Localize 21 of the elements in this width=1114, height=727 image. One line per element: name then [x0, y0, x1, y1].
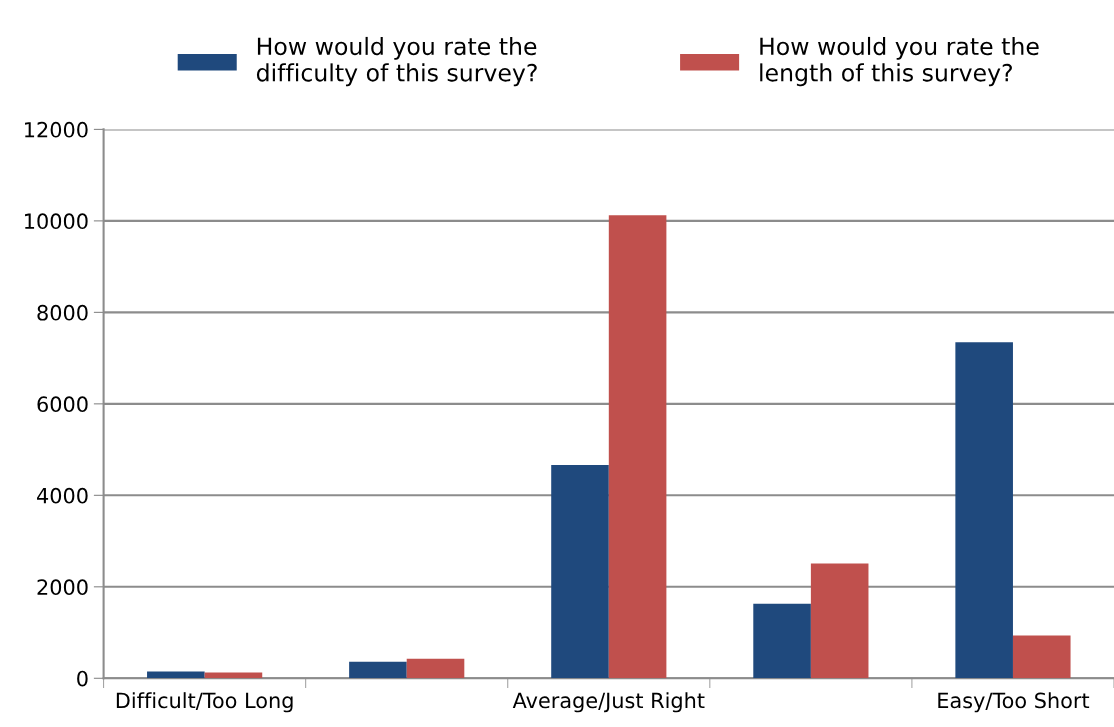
bar: [349, 661, 407, 679]
y-tick-label: 4000: [37, 487, 88, 504]
legend-label: How would you rate the difficulty of this survey?: [256, 36, 537, 87]
y-tick-label: 10000: [25, 213, 88, 230]
bar: [147, 671, 205, 679]
bar: [1012, 635, 1071, 679]
legend-label: How would you rate the length of this survey?: [760, 36, 1039, 87]
y-tick-label: 6000: [37, 396, 88, 413]
x-tick-label: Easy/Too Short: [938, 692, 1090, 713]
bar: [810, 563, 869, 679]
bar: [608, 215, 667, 679]
bar: [551, 464, 609, 679]
y-tick-label: 8000: [37, 304, 88, 321]
bar: [955, 342, 1013, 679]
y-tick-label: 2000: [37, 579, 88, 596]
y-tick-label: 0: [77, 670, 88, 687]
y-tick-label: 12000: [25, 121, 88, 138]
x-tick-label: Average/Just Right: [512, 692, 705, 713]
bar: [753, 603, 811, 679]
bar: [406, 658, 465, 679]
x-tick-label: Difficult/Too Long: [116, 692, 293, 713]
